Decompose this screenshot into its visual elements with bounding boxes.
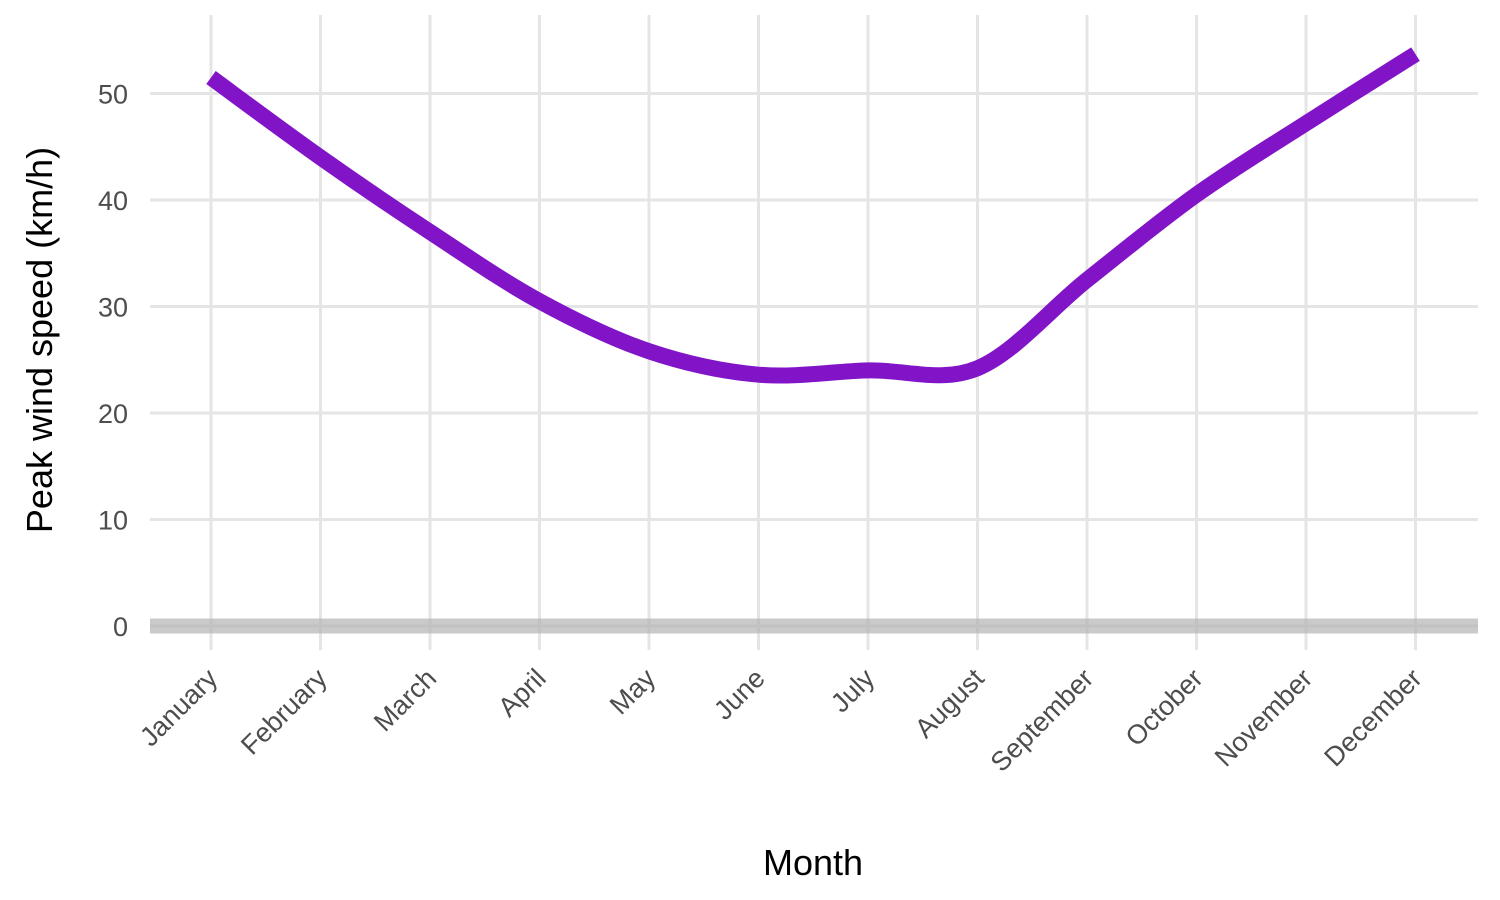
y-tick-label: 0	[113, 612, 128, 642]
x-tick-label: January	[134, 663, 223, 752]
y-axis-tick-labels: 0 10 20 30 40 50	[98, 80, 128, 643]
x-tick-label: February	[235, 663, 333, 761]
x-tick-label: September	[985, 663, 1100, 778]
y-tick-label: 10	[98, 506, 128, 536]
y-tick-label: 40	[98, 186, 128, 216]
series-line	[206, 47, 1420, 384]
y-tick-label: 50	[98, 80, 128, 110]
x-axis-tick-labels: January February March April May June July Augu…	[134, 663, 1428, 778]
x-tick-label: May	[604, 663, 662, 721]
x-axis-title: Month	[763, 842, 863, 883]
y-axis-title: Peak wind speed (km/h)	[19, 147, 60, 533]
x-tick-label: March	[368, 663, 442, 737]
y-tick-label: 30	[98, 293, 128, 323]
vertical-gridlines	[209, 15, 1417, 650]
y-tick-label: 20	[98, 399, 128, 429]
x-tick-label: June	[708, 663, 771, 726]
x-tick-label: July	[825, 663, 881, 719]
x-tick-label: October	[1120, 663, 1209, 752]
x-tick-label: August	[909, 663, 990, 744]
x-tick-label: November	[1209, 663, 1318, 772]
x-tick-label: December	[1318, 663, 1427, 772]
x-tick-label: April	[492, 663, 551, 722]
